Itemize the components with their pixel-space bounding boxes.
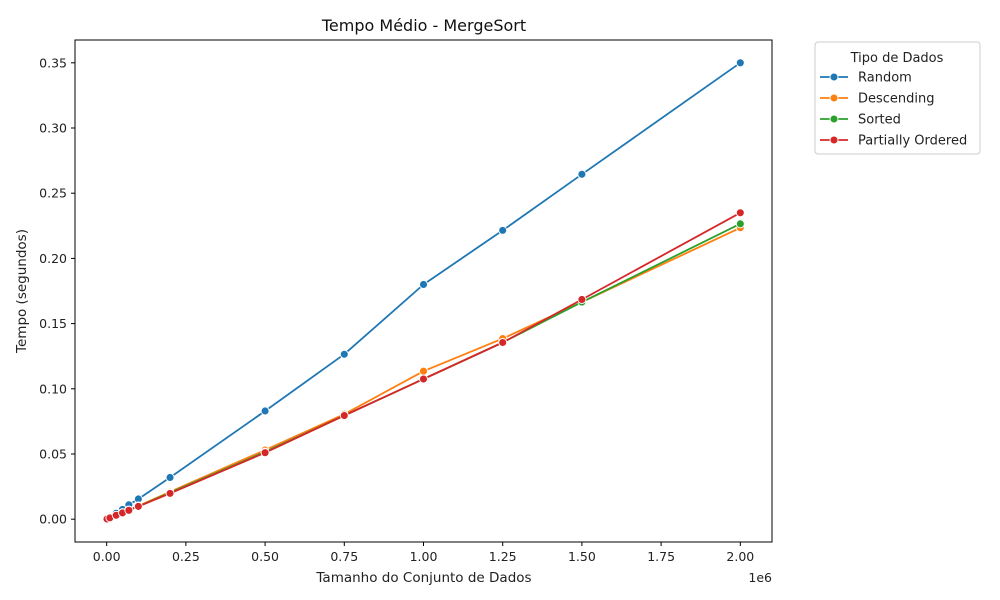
legend-item-descending: Descending (820, 92, 935, 107)
legend-label: Sorted (858, 113, 901, 128)
x-tick-label: 1.25 (489, 549, 517, 564)
data-point-random (339, 349, 349, 359)
data-point-random (419, 280, 428, 289)
x-axis-title: Tamanho do Conjunto de Dados (315, 570, 531, 586)
legend-title: Tipo de Dados (850, 51, 944, 66)
data-point-random (577, 169, 587, 179)
data-point-partially-ordered (133, 501, 143, 511)
y-tick-label: 0.05 (39, 446, 67, 461)
legend: Tipo de Dados Random Descending Sorted Part… (814, 41, 981, 155)
y-tick-label: 0.00 (39, 512, 67, 527)
legend-box (814, 41, 981, 155)
data-point-random (735, 58, 745, 68)
data-point-partially-ordered (165, 488, 175, 498)
data-point-partially-ordered (419, 374, 428, 384)
x-tick-label: 1.75 (647, 549, 675, 564)
chart-title: Tempo Médio - MergeSort (321, 16, 526, 35)
data-point-descending (419, 366, 428, 376)
legend-label: Random (858, 71, 912, 86)
x-tick-label: 0.00 (93, 549, 121, 564)
data-point-random (165, 473, 175, 482)
x-tick-label: 1.00 (410, 549, 438, 564)
data-point-partially-ordered (339, 411, 349, 420)
data-point-partially-ordered (498, 338, 508, 347)
y-tick-label: 0.30 (39, 121, 67, 136)
legend-label: Descending (858, 92, 935, 107)
data-point-partially-ordered (577, 295, 587, 304)
y-axis-title: Tempo (segundos) (14, 229, 30, 354)
legend-swatch-marker (829, 135, 839, 145)
data-point-partially-ordered (124, 505, 134, 515)
legend-label: Partially Ordered (858, 134, 967, 149)
y-tick-label: 0.10 (39, 381, 67, 396)
x-axis-offset-label: 1e6 (748, 570, 772, 585)
x-tick-label: 0.50 (251, 549, 279, 564)
legend-swatch-marker (829, 114, 839, 124)
x-tick-label: 2.00 (726, 549, 754, 564)
data-point-sorted (735, 219, 745, 229)
series-random (102, 58, 745, 524)
data-point-partially-ordered (735, 208, 745, 218)
y-tick-label: 0.15 (39, 316, 67, 331)
y-tick-label: 0.25 (39, 186, 67, 201)
data-point-random (260, 406, 270, 416)
series-line-random (106, 62, 741, 520)
data-point-random (498, 225, 508, 235)
x-tick-label: 0.25 (172, 549, 200, 564)
data-point-partially-ordered (260, 448, 270, 458)
legend-item-sorted: Sorted (820, 113, 901, 128)
y-tick-label: 0.20 (39, 251, 67, 266)
legend-item-partially-ordered: Partially Ordered (820, 134, 967, 149)
y-tick-label: 0.35 (39, 55, 67, 70)
x-tick-label: 0.75 (330, 549, 358, 564)
legend-swatch-marker (829, 93, 839, 103)
series-partially-ordered (102, 208, 745, 524)
legend-item-random: Random (820, 71, 912, 86)
x-tick-label: 1.50 (568, 549, 596, 564)
legend-swatch-marker (829, 72, 839, 82)
plot-frame (74, 39, 773, 543)
series-line-partially-ordered (106, 212, 741, 520)
